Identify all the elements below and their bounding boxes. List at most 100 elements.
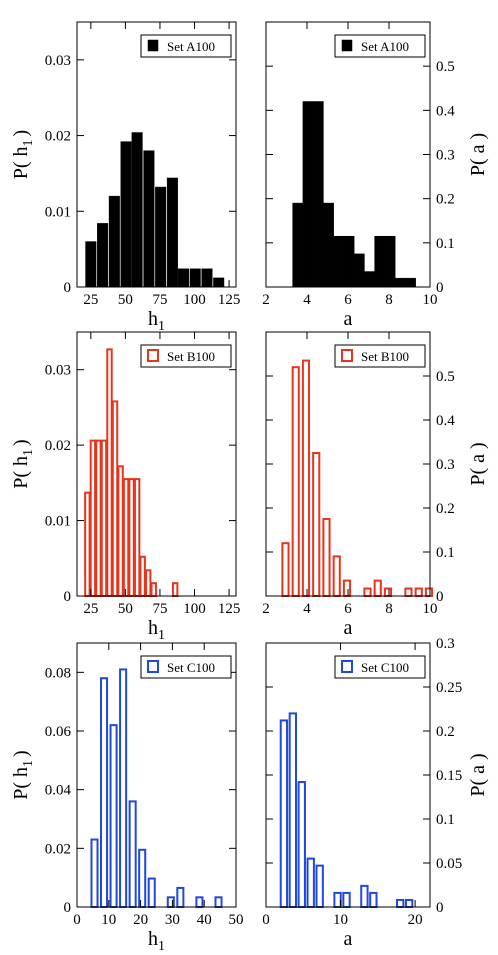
x-tick-label: 10 [423, 601, 438, 617]
histogram-bar [120, 141, 132, 288]
histogram-bar [342, 579, 352, 597]
plot-frame [76, 642, 237, 908]
y-tick-label: 0 [436, 900, 444, 916]
y-tick-label: 0.2 [436, 192, 455, 208]
x-tick-label: 20 [408, 912, 423, 928]
histogram-bar [322, 518, 331, 597]
y-tick-label: 0.03 [45, 53, 71, 69]
histogram-bar [297, 781, 306, 908]
histogram-bar [214, 896, 223, 909]
legend-box [140, 344, 232, 368]
x-tick-label: 100 [183, 601, 206, 617]
histogram-bar [363, 587, 372, 598]
legend-label: Set C100 [167, 660, 215, 675]
y-tick-label: 0.05 [436, 856, 462, 872]
histogram-bar [90, 838, 99, 909]
x-axis-label-subscript: 1 [158, 628, 165, 643]
chart-panel-middle-right: 2 4 6 8 100 0.1 0.2 0.3 0.4 0.5 a P( a ) Set B100 [262, 331, 489, 639]
x-axis-label: a [344, 308, 353, 330]
histogram-bar [279, 719, 289, 908]
histogram-bar [84, 491, 91, 597]
legend-swatch [147, 349, 159, 362]
histogram-bar [353, 253, 365, 288]
y-axis-label: P( h1) [10, 439, 36, 488]
y-axis-label-main: P( a ) [467, 442, 489, 485]
legend-label: Set C100 [361, 660, 409, 675]
y-axis-label-end: ) [10, 439, 32, 446]
histogram-bar [106, 348, 113, 597]
y-tick-label: 0 [64, 900, 72, 916]
x-tick-label: 2 [262, 601, 270, 617]
y-tick-label: 0.3 [436, 457, 455, 473]
x-tick-label: 25 [83, 601, 98, 617]
y-tick-label: 0.4 [436, 413, 455, 429]
histogram-bar [312, 452, 321, 597]
x-axis-label-subscript: 1 [158, 319, 165, 334]
y-tick-label: 0 [64, 589, 72, 605]
legend-swatch [341, 349, 353, 362]
legend-box [140, 34, 232, 58]
histogram-bar [189, 268, 201, 288]
y-tick-label: 0.2 [436, 724, 455, 740]
histogram-bar [108, 195, 120, 288]
y-axis-label: P( h1) [10, 130, 36, 179]
y-tick-label: 0.1 [436, 545, 455, 561]
legend-label: Set B100 [361, 349, 409, 364]
legend-box [334, 34, 426, 58]
legend-swatch [147, 660, 159, 673]
x-tick-label: 6 [344, 601, 352, 617]
y-tick-label: 0.06 [45, 724, 72, 740]
x-tick-label: 0 [262, 912, 270, 928]
x-tick-label: 10 [423, 292, 438, 308]
y-tick-label: 0 [436, 589, 444, 605]
histogram-bar [171, 582, 179, 597]
x-axis-label-main: a [344, 928, 353, 950]
histogram-bar [383, 587, 393, 598]
histogram-bar [281, 542, 290, 598]
histogram-bar [315, 864, 324, 909]
histogram-bar [213, 277, 225, 288]
x-tick-label: 0 [73, 912, 81, 928]
y-tick-label: 0.3 [436, 636, 455, 652]
x-tick-label: 8 [385, 601, 393, 617]
y-tick-label: 0.02 [45, 129, 71, 145]
histogram-bar [150, 582, 157, 597]
y-tick-label: 0.5 [436, 59, 455, 75]
x-tick-label: 50 [229, 912, 244, 928]
legend-label: Set B100 [167, 349, 215, 364]
histogram-bar [333, 891, 342, 908]
y-tick-label: 0 [436, 280, 444, 296]
histogram-bar [374, 235, 386, 288]
histogram-bar [109, 724, 118, 908]
histogram-bar [111, 400, 119, 598]
histogram-bar [323, 202, 334, 288]
histogram-bar [119, 668, 128, 909]
histogram-bar [364, 271, 375, 288]
histogram-bar [131, 132, 143, 288]
x-tick-label: 125 [218, 601, 241, 617]
y-axis-label-subscript: 1 [21, 139, 36, 146]
legend-label: Set A100 [167, 39, 215, 54]
x-axis-label-main: a [344, 617, 353, 639]
y-tick-label: 0.3 [436, 148, 455, 164]
y-tick-label: 0.1 [436, 236, 455, 252]
histogram-bar [138, 848, 147, 908]
histogram-bar [404, 587, 413, 598]
histogram-bar [117, 465, 124, 598]
y-tick-label: 0.03 [45, 363, 71, 379]
histogram-bar [122, 478, 130, 597]
histogram-bar [95, 439, 102, 597]
histogram-bar [288, 712, 298, 909]
x-axis-label-subscript: 1 [158, 939, 165, 954]
chart-panel-bottom-right: 0 10 20 0 0.05 0.1 0.15 0.2 0.25 0.3 a P( a ) Set C1… [262, 636, 489, 950]
histogram-bar [195, 896, 204, 909]
x-tick-label: 8 [385, 292, 393, 308]
histogram-bar [404, 898, 414, 909]
x-axis-label: a [344, 928, 353, 950]
x-tick-label: 2 [262, 292, 270, 308]
x-tick-label: 125 [218, 292, 241, 308]
histogram-bar [384, 235, 396, 288]
y-axis-label: P( a ) [467, 133, 489, 176]
